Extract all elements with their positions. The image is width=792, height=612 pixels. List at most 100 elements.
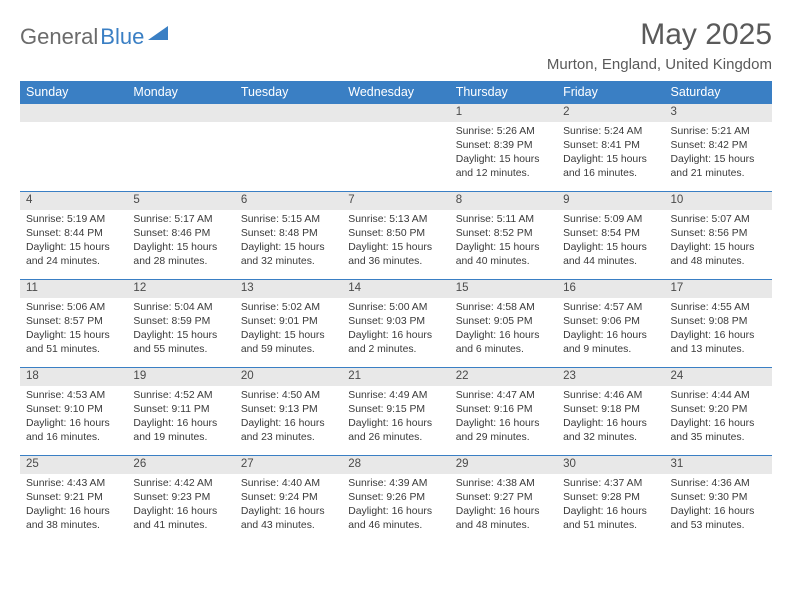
sunrise-line: Sunrise: 4:49 AM <box>348 389 443 403</box>
daylight-line: Daylight: 15 hours and 36 minutes. <box>348 241 443 269</box>
daylight-line: Daylight: 16 hours and 23 minutes. <box>241 417 336 445</box>
sunset-line: Sunset: 9:24 PM <box>241 491 336 505</box>
daylight-line: Daylight: 16 hours and 29 minutes. <box>456 417 551 445</box>
day-detail-cell: Sunrise: 5:06 AMSunset: 8:57 PMDaylight:… <box>20 298 127 368</box>
daylight-line: Daylight: 15 hours and 28 minutes. <box>133 241 228 269</box>
daylight-line: Daylight: 16 hours and 2 minutes. <box>348 329 443 357</box>
sunset-line: Sunset: 9:18 PM <box>563 403 658 417</box>
day-detail-cell: Sunrise: 5:26 AMSunset: 8:39 PMDaylight:… <box>450 122 557 192</box>
day-detail-cell: Sunrise: 5:11 AMSunset: 8:52 PMDaylight:… <box>450 210 557 280</box>
sunrise-line: Sunrise: 5:21 AM <box>671 125 766 139</box>
sunset-line: Sunset: 8:48 PM <box>241 227 336 241</box>
sunrise-line: Sunrise: 4:42 AM <box>133 477 228 491</box>
sunset-line: Sunset: 8:41 PM <box>563 139 658 153</box>
day-header: Monday <box>127 81 234 104</box>
calendar-page: GeneralBlue May 2025 Murton, England, Un… <box>0 0 792 554</box>
sunset-line: Sunset: 9:11 PM <box>133 403 228 417</box>
day-number-cell: 13 <box>235 280 342 298</box>
sunrise-line: Sunrise: 4:57 AM <box>563 301 658 315</box>
sunset-line: Sunset: 8:44 PM <box>26 227 121 241</box>
sunset-line: Sunset: 9:30 PM <box>671 491 766 505</box>
daylight-line: Daylight: 16 hours and 48 minutes. <box>456 505 551 533</box>
day-detail-row: Sunrise: 5:06 AMSunset: 8:57 PM Daylight:… <box>20 298 772 368</box>
day-detail-cell: Sunrise: 4:55 AMSunset: 9:08 PMDaylight:… <box>665 298 772 368</box>
daylight-line: Daylight: 16 hours and 35 minutes. <box>671 417 766 445</box>
day-detail-cell <box>20 122 127 192</box>
day-detail-row: Sunrise: 5:19 AMSunset: 8:44 PMDaylight:… <box>20 210 772 280</box>
daylight-line: Daylight: 15 hours and 55 minutes. <box>133 329 228 357</box>
daylight-line: Daylight: 16 hours and 32 minutes. <box>563 417 658 445</box>
day-number-cell: 29 <box>450 456 557 474</box>
day-detail-cell: Sunrise: 4:39 AMSunset: 9:26 PMDaylight:… <box>342 474 449 544</box>
sunset-line: Sunset: 9:26 PM <box>348 491 443 505</box>
day-number-cell: 6 <box>235 192 342 210</box>
day-header: Saturday <box>665 81 772 104</box>
sunrise-line: Sunrise: 5:04 AM <box>133 301 228 315</box>
sunset-line: Sunset: 9:05 PM <box>456 315 551 329</box>
sunrise-line: Sunrise: 4:47 AM <box>456 389 551 403</box>
day-number-cell: 30 <box>557 456 664 474</box>
daylight-line: Daylight: 16 hours and 19 minutes. <box>133 417 228 445</box>
day-number-cell: 2 <box>557 104 664 122</box>
sunrise-line: Sunrise: 5:15 AM <box>241 213 336 227</box>
day-detail-cell: Sunrise: 4:49 AMSunset: 9:15 PMDaylight:… <box>342 386 449 456</box>
day-detail-cell: Sunrise: 4:46 AMSunset: 9:18 PMDaylight:… <box>557 386 664 456</box>
day-detail-cell: Sunrise: 4:57 AMSunset: 9:06 PMDaylight:… <box>557 298 664 368</box>
daylight-line: Daylight: 16 hours and 16 minutes. <box>26 417 121 445</box>
day-detail-cell: Sunrise: 4:44 AMSunset: 9:20 PMDaylight:… <box>665 386 772 456</box>
day-header: Tuesday <box>235 81 342 104</box>
day-detail-cell: Sunrise: 5:00 AMSunset: 9:03 PMDaylight:… <box>342 298 449 368</box>
daylight-line: Daylight: 15 hours and 21 minutes. <box>671 153 766 181</box>
day-detail-cell: Sunrise: 5:09 AMSunset: 8:54 PMDaylight:… <box>557 210 664 280</box>
day-number-cell <box>342 104 449 122</box>
daylight-line: Daylight: 16 hours and 26 minutes. <box>348 417 443 445</box>
sunset-line: Sunset: 9:03 PM <box>348 315 443 329</box>
sunset-line: Sunset: 8:57 PM <box>26 315 121 329</box>
sunrise-line: Sunrise: 4:52 AM <box>133 389 228 403</box>
day-detail-cell: Sunrise: 4:37 AMSunset: 9:28 PMDaylight:… <box>557 474 664 544</box>
day-number-cell: 4 <box>20 192 127 210</box>
day-detail-cell: Sunrise: 5:21 AMSunset: 8:42 PMDaylight:… <box>665 122 772 192</box>
day-number-cell: 8 <box>450 192 557 210</box>
daylight-line: Daylight: 15 hours and 16 minutes. <box>563 153 658 181</box>
day-detail-cell: Sunrise: 4:52 AMSunset: 9:11 PMDaylight:… <box>127 386 234 456</box>
sunrise-line: Sunrise: 4:36 AM <box>671 477 766 491</box>
sunrise-line: Sunrise: 4:44 AM <box>671 389 766 403</box>
sunrise-line: Sunrise: 5:24 AM <box>563 125 658 139</box>
sunrise-line: Sunrise: 5:06 AM <box>26 301 121 315</box>
daylight-line: Daylight: 16 hours and 41 minutes. <box>133 505 228 533</box>
sunset-line: Sunset: 9:10 PM <box>26 403 121 417</box>
day-number-cell: 22 <box>450 368 557 386</box>
day-detail-cell: Sunrise: 5:15 AMSunset: 8:48 PMDaylight:… <box>235 210 342 280</box>
sunset-line: Sunset: 8:56 PM <box>671 227 766 241</box>
sunset-line: Sunset: 9:16 PM <box>456 403 551 417</box>
sunrise-line: Sunrise: 4:55 AM <box>671 301 766 315</box>
day-number-cell: 7 <box>342 192 449 210</box>
sunrise-line: Sunrise: 5:09 AM <box>563 213 658 227</box>
title-block: May 2025 Murton, England, United Kingdom <box>547 18 772 73</box>
daylight-line: Daylight: 16 hours and 6 minutes. <box>456 329 551 357</box>
day-detail-cell: Sunrise: 4:42 AMSunset: 9:23 PMDaylight:… <box>127 474 234 544</box>
day-number-cell: 14 <box>342 280 449 298</box>
sunrise-line: Sunrise: 4:53 AM <box>26 389 121 403</box>
location-label: Murton, England, United Kingdom <box>547 56 772 73</box>
sunset-line: Sunset: 8:52 PM <box>456 227 551 241</box>
day-detail-row: Sunrise: 5:26 AMSunset: 8:39 PMDaylight:… <box>20 122 772 192</box>
day-detail-cell: Sunrise: 5:17 AMSunset: 8:46 PMDaylight:… <box>127 210 234 280</box>
day-number-cell: 1 <box>450 104 557 122</box>
daylight-line: Daylight: 15 hours and 40 minutes. <box>456 241 551 269</box>
day-number-cell <box>20 104 127 122</box>
day-number-cell: 26 <box>127 456 234 474</box>
daylight-line: Daylight: 15 hours and 32 minutes. <box>241 241 336 269</box>
daylight-line: Daylight: 16 hours and 51 minutes. <box>563 505 658 533</box>
day-header-row: Sunday Monday Tuesday Wednesday Thursday… <box>20 81 772 104</box>
daylight-line: Daylight: 16 hours and 13 minutes. <box>671 329 766 357</box>
sunset-line: Sunset: 8:54 PM <box>563 227 658 241</box>
day-number-cell <box>235 104 342 122</box>
daylight-line: Daylight: 16 hours and 38 minutes. <box>26 505 121 533</box>
month-title: May 2025 <box>547 18 772 52</box>
day-detail-cell <box>235 122 342 192</box>
daylight-line: Daylight: 16 hours and 9 minutes. <box>563 329 658 357</box>
sunrise-line: Sunrise: 5:02 AM <box>241 301 336 315</box>
day-detail-cell: Sunrise: 4:38 AMSunset: 9:27 PMDaylight:… <box>450 474 557 544</box>
